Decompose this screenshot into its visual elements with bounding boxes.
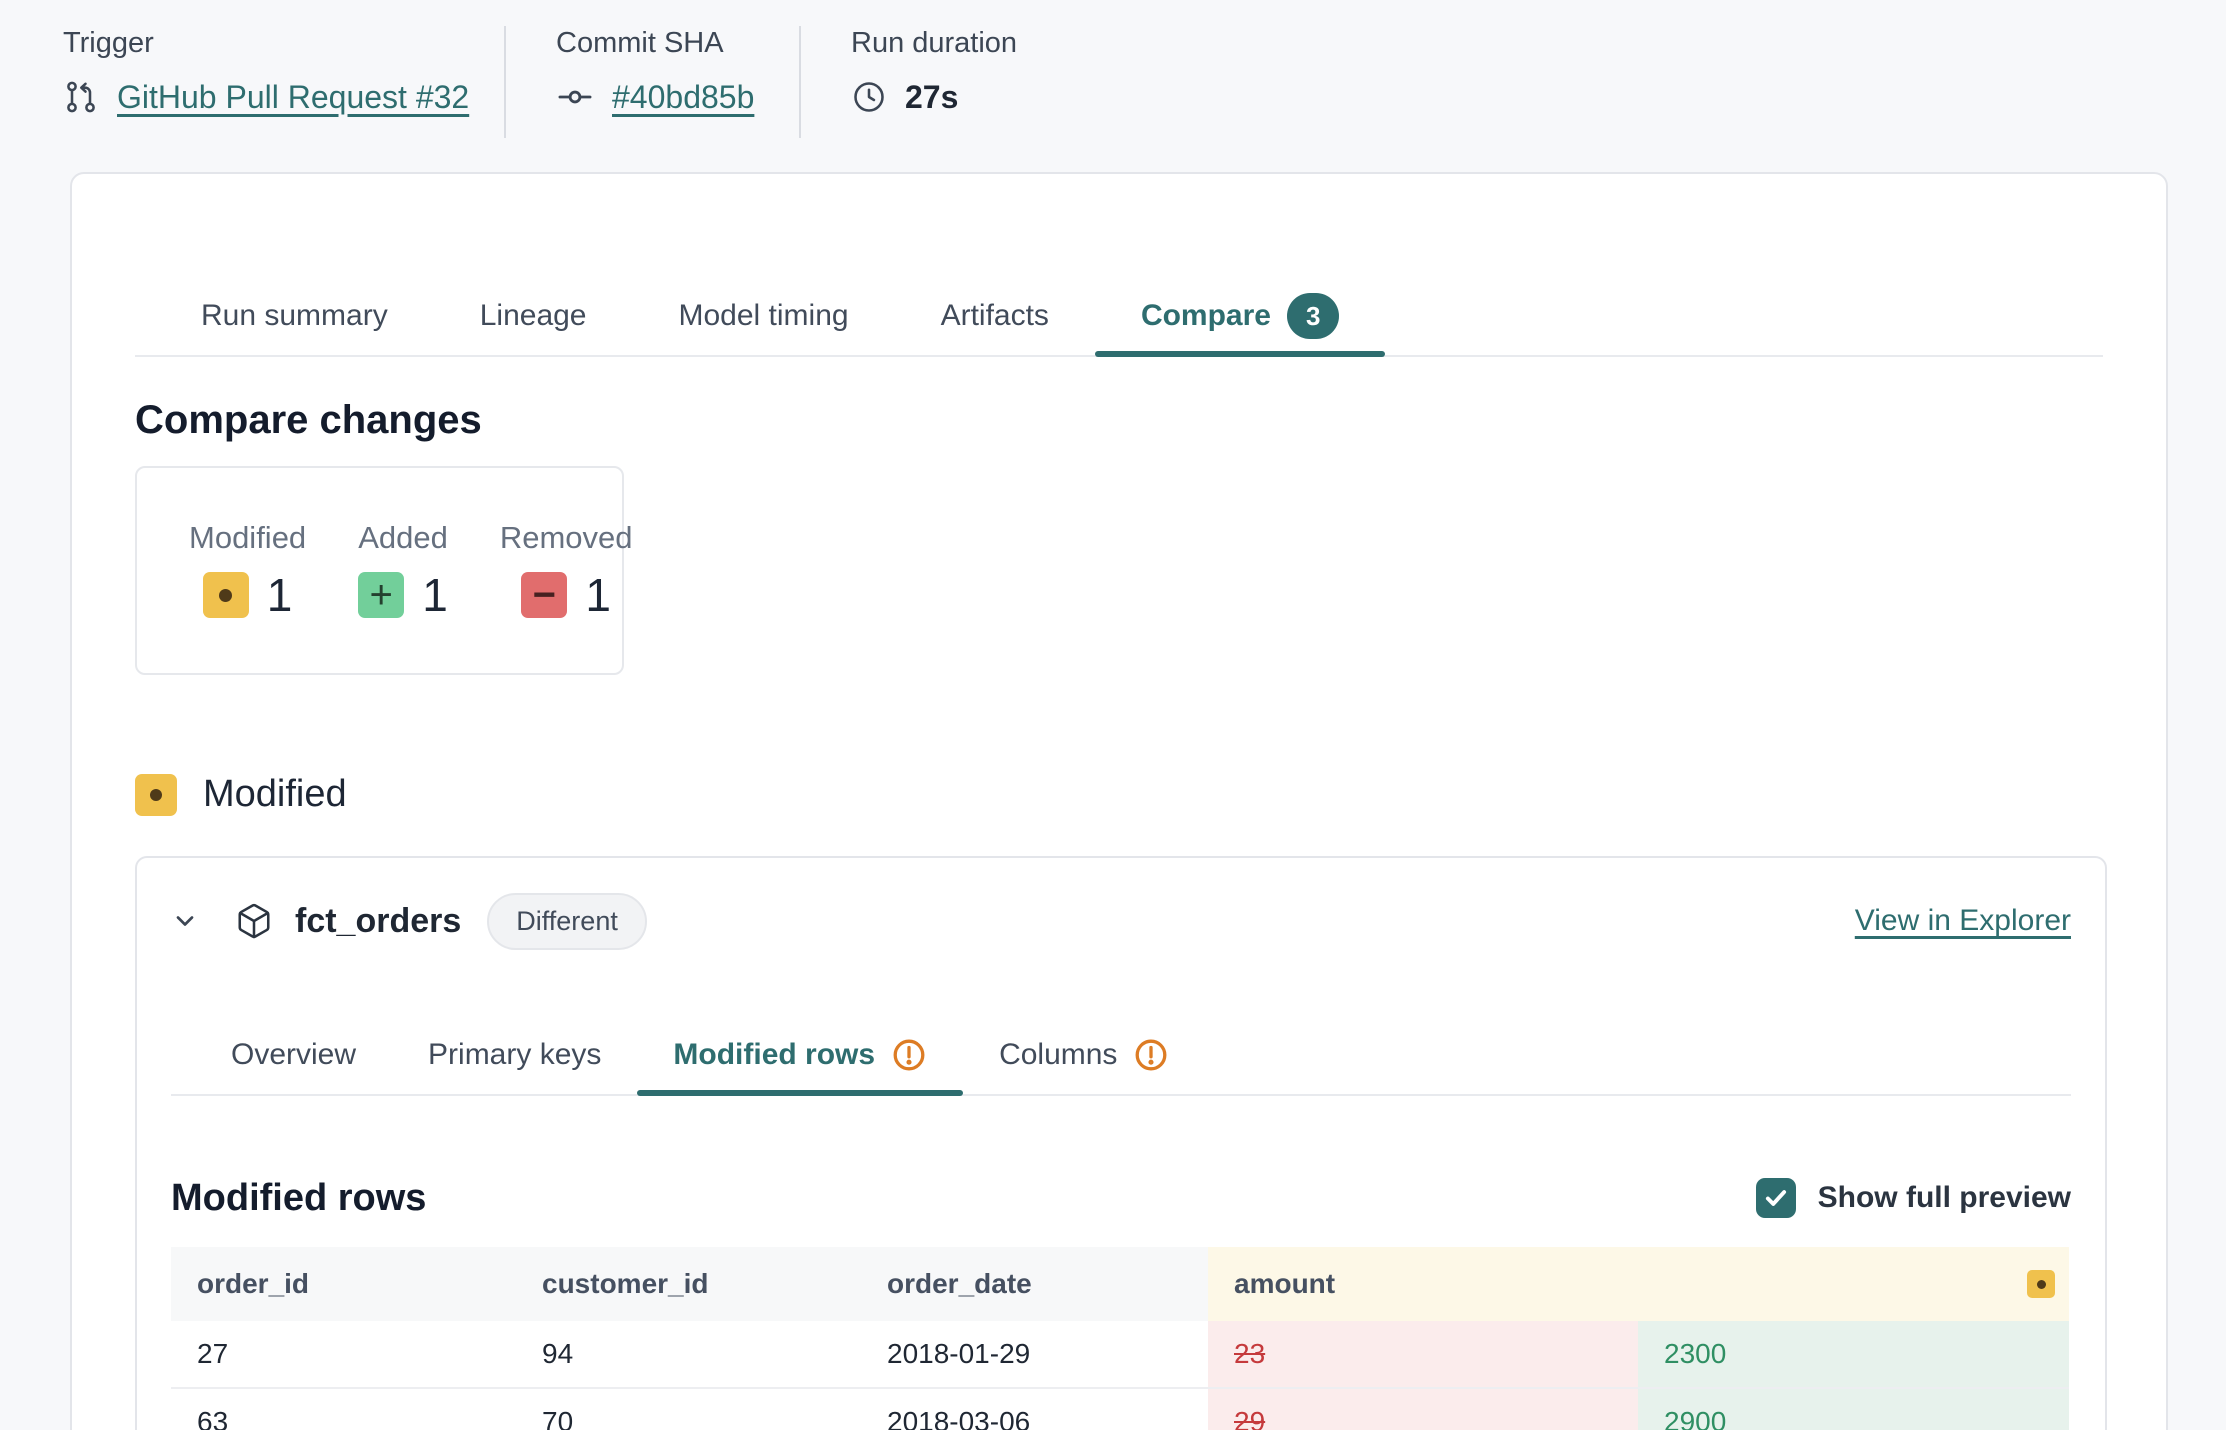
run-meta-bar: Trigger GitHub Pull Request #32 Commit S…	[0, 0, 2226, 140]
tab-run-summary-label: Run summary	[201, 299, 388, 332]
modified-rows-header: Modified rows Show full preview	[171, 1175, 2071, 1221]
tab-compare-label: Compare	[1140, 299, 1271, 332]
model-card-fct-orders: fct_orders Different View in Explorer Ov…	[135, 856, 2107, 1430]
tab-model-timing[interactable]: Model timing	[633, 293, 895, 355]
cell-order-id: 27	[197, 1338, 229, 1369]
tab-primary-keys[interactable]: Primary keys	[392, 1036, 637, 1094]
commit-icon	[556, 78, 594, 116]
column-header-customer-id: customer_id	[516, 1247, 861, 1321]
model-name: fct_orders	[295, 901, 462, 940]
tab-lineage-label: Lineage	[479, 299, 587, 332]
modified-column-flag-icon	[2027, 1270, 2055, 1298]
compare-count-badge: 3	[1286, 293, 1340, 339]
column-header-order-id: order_id	[171, 1247, 516, 1321]
duration-column: Run duration 27s	[851, 26, 1017, 140]
tab-overview-label: Overview	[231, 1038, 357, 1071]
modified-section-title: Modified	[203, 773, 347, 815]
clock-icon	[851, 79, 887, 115]
trigger-label: Trigger	[63, 27, 154, 59]
stat-modified-value: 1	[266, 569, 293, 621]
commit-column: Commit SHA #40bd85b	[556, 26, 799, 140]
divider	[799, 26, 801, 138]
cell-order-date: 2018-01-29	[887, 1338, 1031, 1369]
change-summary-card: Modified 1 Added + 1 Removed − 1	[135, 466, 633, 675]
model-cube-icon	[235, 902, 273, 940]
show-full-preview-toggle[interactable]: Show full preview	[1755, 1178, 2071, 1218]
cell-customer-id: 94	[542, 1338, 574, 1369]
run-detail-card: Run summary Lineage Model timing Artifac…	[70, 172, 2168, 1430]
stat-added-value: 1	[422, 569, 448, 621]
stat-added-label: Added	[358, 520, 448, 555]
modified-section-heading: Modified	[135, 773, 2103, 816]
model-tabs: Overview Primary keys Modified rows Colu…	[171, 1036, 2071, 1096]
tab-modified-rows-label: Modified rows	[673, 1038, 876, 1071]
tab-model-timing-label: Model timing	[678, 299, 849, 332]
cell-order-id: 63	[197, 1406, 229, 1430]
run-tabs: Run summary Lineage Model timing Artifac…	[135, 293, 2103, 357]
trigger-link[interactable]: GitHub Pull Request #32	[117, 79, 470, 115]
stat-modified-label: Modified	[189, 520, 307, 555]
table-row: 63 70 2018-03-06 29 2900	[171, 1389, 2069, 1430]
status-badge: Different	[487, 892, 647, 950]
tab-overview[interactable]: Overview	[195, 1036, 392, 1094]
tab-run-summary[interactable]: Run summary	[155, 293, 434, 355]
modified-rows-table: order_id customer_id order_date amount 2…	[171, 1247, 2069, 1430]
stat-removed: Removed − 1	[500, 520, 633, 673]
tab-artifacts-label: Artifacts	[940, 299, 1049, 332]
cell-amount-old: 29	[1208, 1389, 1638, 1430]
commit-sha-link[interactable]: #40bd85b	[612, 79, 755, 115]
table-row: 27 94 2018-01-29 23 2300	[171, 1321, 2069, 1389]
pull-request-icon	[63, 79, 99, 115]
tab-lineage[interactable]: Lineage	[434, 293, 633, 355]
cell-amount-new: 2900	[1638, 1389, 2069, 1430]
duration-value: 27s	[905, 79, 959, 115]
amount-header-label: amount	[1234, 1268, 1336, 1299]
cell-order-date: 2018-03-06	[887, 1406, 1031, 1430]
commit-label: Commit SHA	[556, 27, 724, 59]
tab-modified-rows[interactable]: Modified rows	[637, 1036, 963, 1096]
stat-added: Added + 1	[358, 520, 448, 673]
warning-icon	[1133, 1037, 1169, 1073]
tab-columns-label: Columns	[999, 1038, 1118, 1071]
modified-icon	[202, 572, 249, 618]
duration-label: Run duration	[851, 27, 1018, 59]
added-icon: +	[358, 572, 405, 618]
cell-amount-old: 23	[1208, 1321, 1638, 1387]
tab-columns[interactable]: Columns	[963, 1036, 1205, 1094]
view-in-explorer-link[interactable]: View in Explorer	[1854, 904, 2071, 937]
stat-removed-label: Removed	[499, 520, 633, 555]
trigger-column: Trigger GitHub Pull Request #32	[63, 26, 504, 140]
cell-amount-new: 2300	[1638, 1321, 2069, 1387]
divider	[504, 26, 506, 138]
compare-changes-title: Compare changes	[135, 398, 482, 442]
stat-modified: Modified 1	[189, 520, 306, 673]
tab-artifacts[interactable]: Artifacts	[895, 293, 1095, 355]
removed-icon: −	[521, 572, 568, 618]
column-header-order-date: order_date	[861, 1247, 1208, 1321]
table-header-row: order_id customer_id order_date amount	[171, 1247, 2069, 1321]
modified-icon	[135, 773, 177, 816]
warning-icon	[891, 1037, 927, 1073]
cell-customer-id: 70	[542, 1406, 574, 1430]
tab-compare[interactable]: Compare 3	[1094, 293, 1386, 357]
chevron-down-icon[interactable]	[171, 907, 199, 935]
modified-rows-title: Modified rows	[171, 1177, 427, 1219]
checkbox-checked-icon[interactable]	[1755, 1178, 1796, 1218]
show-full-preview-label: Show full preview	[1817, 1181, 2071, 1214]
tab-primary-keys-label: Primary keys	[428, 1038, 602, 1071]
column-header-amount: amount	[1208, 1247, 2069, 1321]
stat-removed-value: 1	[585, 569, 611, 621]
model-card-header: fct_orders Different View in Explorer	[171, 858, 2071, 974]
